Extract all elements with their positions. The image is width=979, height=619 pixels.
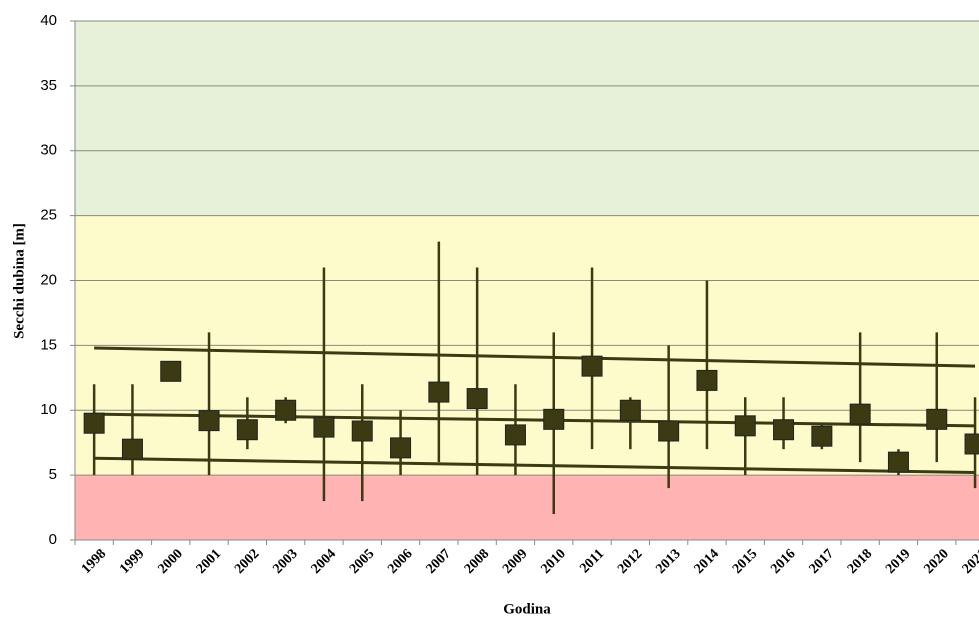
y-tick-label: 35 [40,77,57,94]
y-tick-label: 0 [49,531,57,548]
x-tick-label: 2001 [194,546,224,576]
x-tick-label: 2008 [462,546,492,576]
mean-marker [773,419,795,441]
x-tick-label: 2007 [424,546,454,576]
trend-line [94,456,976,475]
mean-marker [428,381,450,403]
x-tick-label: 2014 [692,546,722,576]
x-tick-label: 2005 [347,546,377,576]
mean-marker [581,355,603,377]
x-tick-label: 2017 [807,546,837,576]
mean-marker [849,403,871,425]
x-tick-label: 2004 [309,546,339,576]
x-tick-label: 2018 [845,546,875,576]
x-tick-label: 2019 [883,546,913,576]
x-tick-label: 2011 [577,546,607,576]
mean-marker [926,408,948,430]
mean-marker [887,451,909,473]
mean-marker [390,437,412,459]
mean-marker [543,408,565,430]
mean-marker [734,415,756,437]
y-tick-label: 25 [40,207,57,224]
mean-marker [83,412,105,434]
plot-area [75,20,979,541]
x-tick-label: 2012 [615,546,645,576]
mean-marker [619,399,641,421]
y-tick-label: 30 [40,142,57,159]
x-tick-label: 2009 [500,546,530,576]
mean-marker [236,419,258,441]
mean-marker [504,424,526,446]
x-tick-label: 2015 [730,546,760,576]
mean-marker [198,410,220,432]
mean-marker [121,438,143,460]
x-tick-label: 2003 [270,546,300,576]
y-tick-label: 5 [49,466,57,483]
x-tick-label: 1998 [79,546,109,576]
x-tick-label: 2020 [921,546,951,576]
x-tick-label: 1999 [117,546,147,576]
mean-marker [466,388,488,410]
x-tick-label: 2013 [653,546,683,576]
x-tick-label: 2002 [232,546,262,576]
mean-marker [160,360,182,382]
y-tick-label: 15 [40,336,57,353]
x-tick-label: 2000 [155,546,185,576]
x-tick-label: 2010 [538,546,568,576]
mean-marker [811,425,833,447]
mean-marker [658,420,680,442]
band [75,475,979,540]
mean-marker [964,433,979,455]
trend-line [94,412,976,428]
mean-marker [313,416,335,438]
y-tick-label: 10 [40,401,57,418]
x-tick-label: 2006 [385,546,415,576]
x-tick-label: 2016 [768,546,798,576]
y-tick-label: 20 [40,271,57,288]
y-tick-label: 40 [40,12,57,29]
band [75,21,979,216]
x-tick-label: 2021 [960,546,979,576]
mean-marker [351,420,373,442]
mean-marker [275,399,297,421]
x-axis-label: Godina [503,601,551,617]
mean-marker [696,369,718,391]
y-axis-label: Secchi dubina [m] [11,223,27,339]
trend-line [94,346,976,368]
